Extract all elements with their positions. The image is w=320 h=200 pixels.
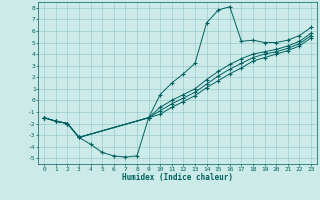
X-axis label: Humidex (Indice chaleur): Humidex (Indice chaleur) <box>122 173 233 182</box>
